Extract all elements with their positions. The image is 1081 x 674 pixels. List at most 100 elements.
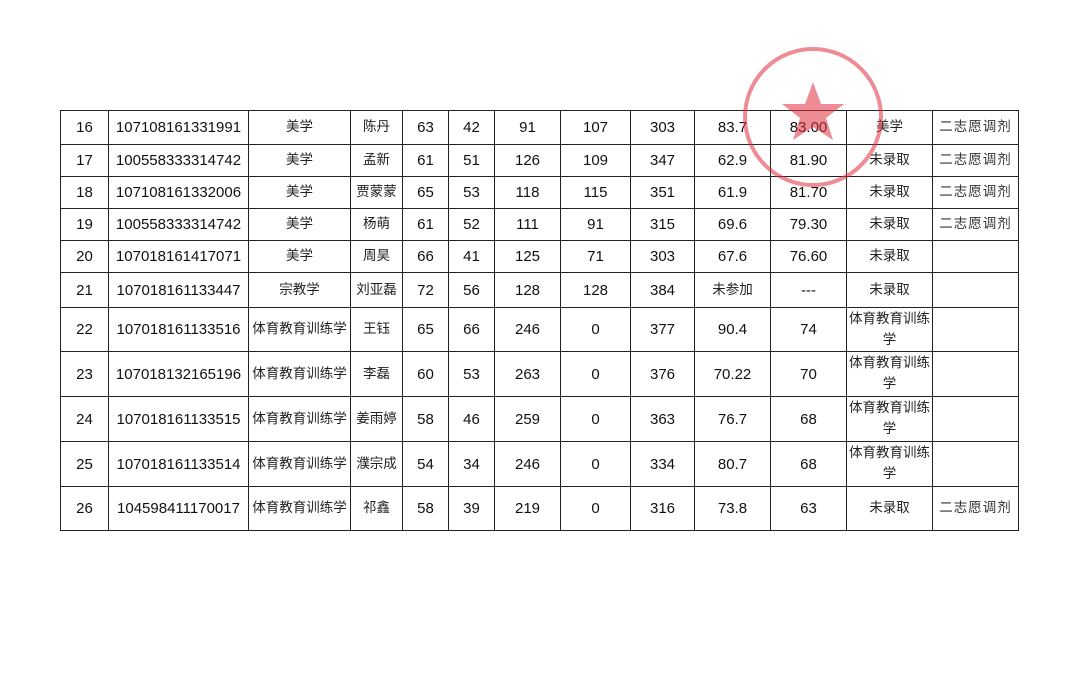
cell-s4: 107	[560, 110, 631, 145]
cell-name: 姜雨婷	[350, 396, 403, 442]
cell-s1: 61	[402, 144, 449, 177]
cell-final: 76.60	[770, 240, 847, 273]
cell-interview: 70.22	[694, 351, 771, 397]
cell-s2: 66	[448, 307, 495, 352]
cell-s1: 65	[402, 176, 449, 209]
cell-name: 李磊	[350, 351, 403, 397]
cell-note	[932, 240, 1019, 273]
cell-id: 100558333314742	[108, 208, 249, 241]
cell-id: 107018161133515	[108, 396, 249, 442]
cell-result: 未录取	[846, 208, 933, 241]
cell-name: 王钰	[350, 307, 403, 352]
table-row: 17 100558333314742 美学 孟新 61 51 126 109 347 62.9 81…	[60, 144, 1019, 177]
table-row: 19 100558333314742 美学 杨萌 61 52 111 91 315 69.6 79.…	[60, 208, 1019, 241]
cell-total: 347	[630, 144, 695, 177]
cell-no: 21	[60, 272, 109, 308]
cell-no: 26	[60, 486, 109, 531]
cell-interview: 90.4	[694, 307, 771, 352]
cell-s4: 0	[560, 441, 631, 487]
cell-note: 二志愿调剂	[932, 486, 1019, 531]
cell-no: 19	[60, 208, 109, 241]
cell-major: 美学	[248, 208, 351, 241]
cell-major: 美学	[248, 110, 351, 145]
cell-s3: 91	[494, 110, 561, 145]
cell-note: 二志愿调剂	[932, 208, 1019, 241]
cell-final: ---	[770, 272, 847, 308]
cell-s4: 109	[560, 144, 631, 177]
cell-total: 334	[630, 441, 695, 487]
cell-total: 377	[630, 307, 695, 352]
cell-result: 未录取	[846, 144, 933, 177]
cell-s2: 53	[448, 176, 495, 209]
cell-s1: 66	[402, 240, 449, 273]
cell-name: 濮宗成	[350, 441, 403, 487]
cell-major: 体育教育训练学	[248, 441, 351, 487]
cell-result: 体育教育训练学	[846, 307, 933, 352]
cell-interview: 80.7	[694, 441, 771, 487]
cell-major: 美学	[248, 176, 351, 209]
cell-interview: 69.6	[694, 208, 771, 241]
cell-s3: 118	[494, 176, 561, 209]
cell-s4: 71	[560, 240, 631, 273]
cell-no: 17	[60, 144, 109, 177]
cell-note	[932, 396, 1019, 442]
cell-name: 孟新	[350, 144, 403, 177]
cell-final: 81.90	[770, 144, 847, 177]
cell-s1: 72	[402, 272, 449, 308]
cell-s4: 0	[560, 351, 631, 397]
cell-major: 体育教育训练学	[248, 396, 351, 442]
cell-no: 25	[60, 441, 109, 487]
cell-s2: 52	[448, 208, 495, 241]
cell-s2: 46	[448, 396, 495, 442]
cell-interview: 67.6	[694, 240, 771, 273]
cell-s1: 54	[402, 441, 449, 487]
cell-s3: 246	[494, 441, 561, 487]
cell-name: 祁鑫	[350, 486, 403, 531]
cell-s4: 128	[560, 272, 631, 308]
cell-name: 杨萌	[350, 208, 403, 241]
cell-s3: 263	[494, 351, 561, 397]
cell-major: 体育教育训练学	[248, 486, 351, 531]
cell-interview: 61.9	[694, 176, 771, 209]
cell-s4: 0	[560, 486, 631, 531]
cell-final: 74	[770, 307, 847, 352]
cell-s4: 91	[560, 208, 631, 241]
cell-no: 23	[60, 351, 109, 397]
cell-interview: 83.7	[694, 110, 771, 145]
cell-result: 体育教育训练学	[846, 396, 933, 442]
cell-result: 体育教育训练学	[846, 351, 933, 397]
cell-no: 20	[60, 240, 109, 273]
cell-s1: 61	[402, 208, 449, 241]
cell-interview: 62.9	[694, 144, 771, 177]
admission-results-table: 16 107108161331991 美学 陈丹 63 42 91 107 303 83.7 83.…	[60, 110, 1019, 531]
table-row: 26 104598411170017 体育教育训练学 祁鑫 58 39 219 0 316 73.…	[60, 486, 1019, 531]
cell-id: 104598411170017	[108, 486, 249, 531]
cell-total: 363	[630, 396, 695, 442]
cell-total: 376	[630, 351, 695, 397]
cell-total: 316	[630, 486, 695, 531]
cell-id: 107018161417071	[108, 240, 249, 273]
cell-note: 二志愿调剂	[932, 110, 1019, 145]
cell-interview: 76.7	[694, 396, 771, 442]
cell-s3: 246	[494, 307, 561, 352]
cell-s2: 56	[448, 272, 495, 308]
cell-id: 107018161133516	[108, 307, 249, 352]
cell-major: 美学	[248, 144, 351, 177]
cell-name: 周昊	[350, 240, 403, 273]
table-row: 23 107018132165196 体育教育训练学 李磊 60 53 263 0 376 70.…	[60, 351, 1019, 397]
cell-final: 79.30	[770, 208, 847, 241]
cell-total: 384	[630, 272, 695, 308]
table-row: 18 107108161332006 美学 贾蒙蒙 65 53 118 115 351 61.9 8…	[60, 176, 1019, 209]
cell-s2: 41	[448, 240, 495, 273]
cell-name: 陈丹	[350, 110, 403, 145]
cell-final: 83.00	[770, 110, 847, 145]
cell-major: 美学	[248, 240, 351, 273]
cell-no: 24	[60, 396, 109, 442]
cell-note: 二志愿调剂	[932, 144, 1019, 177]
cell-total: 351	[630, 176, 695, 209]
cell-result: 未录取	[846, 272, 933, 308]
cell-s1: 60	[402, 351, 449, 397]
cell-major: 体育教育训练学	[248, 307, 351, 352]
table-row: 24 107018161133515 体育教育训练学 姜雨婷 58 46 259 0 363 76…	[60, 396, 1019, 442]
cell-result: 未录取	[846, 176, 933, 209]
